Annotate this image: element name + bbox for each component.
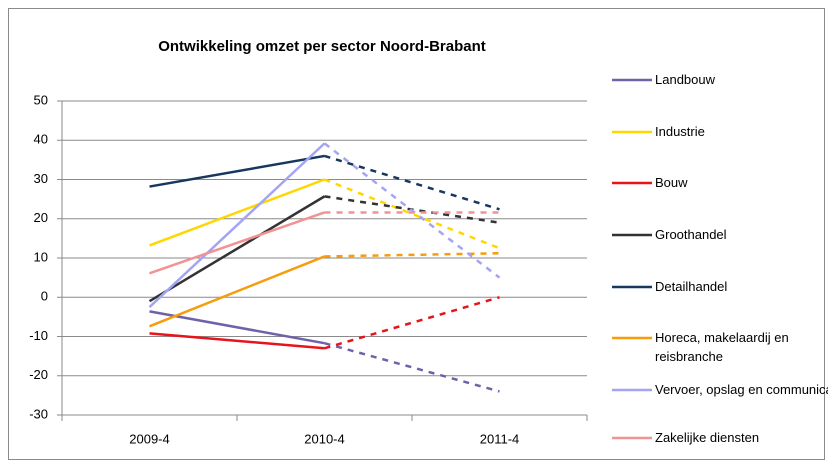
line (149, 178, 325, 247)
line (149, 310, 325, 345)
y-tick-label: -20 (29, 367, 48, 382)
y-tick-label: 40 (34, 132, 48, 147)
x-tick-label: 2010-4 (304, 431, 344, 446)
line (149, 211, 325, 275)
legend-label: Bouw (655, 175, 688, 190)
x-tick-label: 2009-4 (129, 431, 169, 446)
legend-label: Landbouw (655, 72, 715, 87)
x-tick-label: 2011-4 (480, 431, 520, 446)
line (148, 195, 326, 303)
y-tick-label: -10 (29, 328, 48, 343)
chart-title: Ontwikkeling omzet per sector Noord-Brab… (158, 38, 486, 55)
y-tick-label: 10 (34, 249, 48, 264)
legend-label: Industrie (655, 124, 705, 139)
legend-label: Horeca, makelaardij en reisbranche (655, 330, 789, 364)
legend-label: Vervoer, opslag en communicatie (655, 382, 828, 397)
line-projection (323, 142, 501, 279)
line-projection (324, 178, 500, 250)
legend-label: Zakelijke diensten (655, 430, 760, 445)
legend-label: Detailhandel (655, 279, 728, 294)
y-tick-label: 30 (34, 171, 48, 186)
line (149, 154, 325, 188)
chart-border (8, 8, 825, 460)
y-tick-label: -30 (29, 406, 48, 421)
line (149, 255, 325, 328)
line (149, 332, 325, 350)
legend-label: Groothandel (655, 227, 727, 242)
y-tick-label: 0 (41, 289, 48, 304)
y-tick-label: 20 (34, 210, 48, 225)
line (148, 142, 326, 308)
y-tick-label: 50 (34, 92, 48, 107)
